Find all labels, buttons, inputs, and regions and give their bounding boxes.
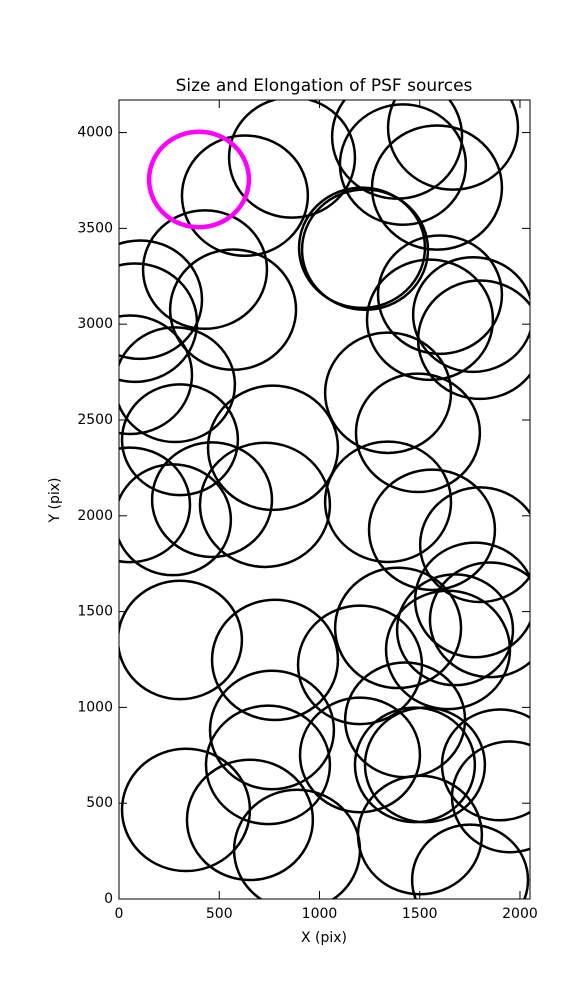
psf-ellipse [120,383,240,497]
x-axis-label: X (pix) [301,930,347,946]
x-tick-label: 1500 [402,906,438,922]
psf-ellipse [227,100,357,219]
chart-title: Size and Elongation of PSF sources [176,76,473,96]
psf-ellipse [119,446,192,564]
psf-ellipse [204,704,332,826]
psf-ellipse [297,186,427,310]
y-tick-label: 500 [86,795,113,811]
psf-ellipse [386,100,520,191]
y-axis-label: Y (pix) [47,478,63,524]
psf-ellipse [367,468,497,592]
psf-ellipse [198,441,332,569]
psf-ellipse [411,256,530,374]
psf-ellipse [365,258,495,382]
psf-ellipse [185,758,315,882]
psf-ellipse [298,696,422,814]
psf-ellipse [119,463,233,577]
y-tick-label: 1500 [77,604,113,620]
x-tick-label: 500 [206,906,233,922]
psf-ellipse [363,706,487,824]
plot-area [119,100,530,899]
y-tick-label: 3500 [77,220,113,236]
plot-frame [118,99,531,900]
y-tick-label: 1000 [77,699,113,715]
psf-ellipse [354,372,482,494]
psf-ellipse [410,823,530,899]
psf-ellipse [150,441,274,559]
y-tick-label: 2500 [77,412,113,428]
psf-ellipse [180,134,310,258]
x-tick-label: 0 [115,906,124,922]
psf-ellipse [440,708,530,822]
y-tick-label: 3000 [77,316,113,332]
psf-ellipse [119,239,204,361]
psf-ellipse [119,579,244,701]
psf-ellipse [206,384,340,512]
x-tick-label: 2000 [502,906,538,922]
y-tick-label: 0 [104,891,113,907]
x-tick-label: 1000 [302,906,338,922]
psf-ellipse [300,188,430,312]
psf-ellipse [119,326,237,444]
psf-ellipse [376,234,504,356]
psf-ellipse [418,486,530,604]
psf-ellipse [210,598,340,722]
y-tick-label: 2000 [77,508,113,524]
psf-ellipse [450,740,530,854]
y-tick-label: 4000 [77,125,113,141]
psf-ellipse [146,129,252,230]
psf-ellipse [208,669,336,791]
psf-ellipse [428,561,530,679]
psf-ellipse [119,314,194,436]
psf-ellipse [333,566,463,690]
psf-ellipse [141,209,269,331]
psf-ellipse [338,103,468,226]
psf-ellipse [323,331,453,455]
psf-ellipse [323,440,453,564]
